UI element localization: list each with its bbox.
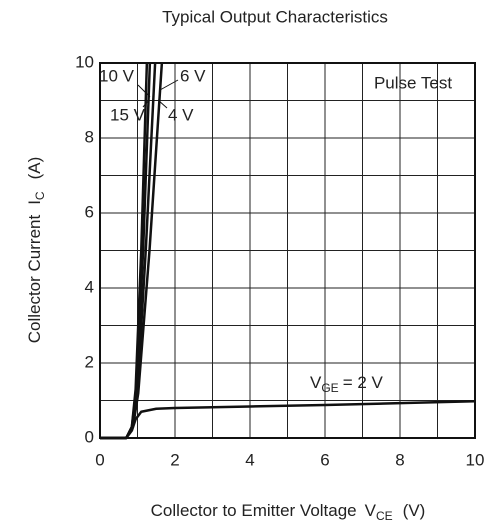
series-label: 10 V bbox=[99, 66, 135, 85]
series-label: 4 V bbox=[168, 105, 194, 124]
series-line bbox=[100, 400, 476, 440]
plot-frame bbox=[99, 62, 476, 439]
y-tick-label: 6 bbox=[85, 202, 94, 221]
y-axis-label: Collector CurrentIC(A) bbox=[25, 157, 47, 344]
y-tick-label: 8 bbox=[85, 127, 94, 146]
leader-line bbox=[142, 99, 150, 108]
leader-line bbox=[137, 84, 151, 98]
series-label: VGE = 2 V bbox=[310, 373, 384, 395]
x-tick-label: 2 bbox=[170, 450, 179, 469]
x-tick-label: 8 bbox=[395, 450, 404, 469]
y-tick-label: 4 bbox=[85, 277, 94, 296]
annotation: Pulse Test bbox=[374, 73, 452, 92]
chart-title: Typical Output Characteristics bbox=[162, 7, 388, 26]
leader-line bbox=[159, 79, 179, 91]
x-axis-label: Collector to Emitter Voltage VCE (V) bbox=[151, 501, 426, 523]
y-tick-label: 0 bbox=[85, 427, 94, 446]
series-label: 6 V bbox=[180, 66, 206, 85]
series-label: 15 V bbox=[110, 105, 146, 124]
y-tick-label: 2 bbox=[85, 352, 94, 371]
y-tick-label: 10 bbox=[75, 52, 94, 71]
leader-line bbox=[157, 99, 168, 109]
x-tick-label: 10 bbox=[466, 450, 485, 469]
x-tick-label: 6 bbox=[320, 450, 329, 469]
x-tick-label: 4 bbox=[245, 450, 254, 469]
x-tick-label: 0 bbox=[95, 450, 104, 469]
